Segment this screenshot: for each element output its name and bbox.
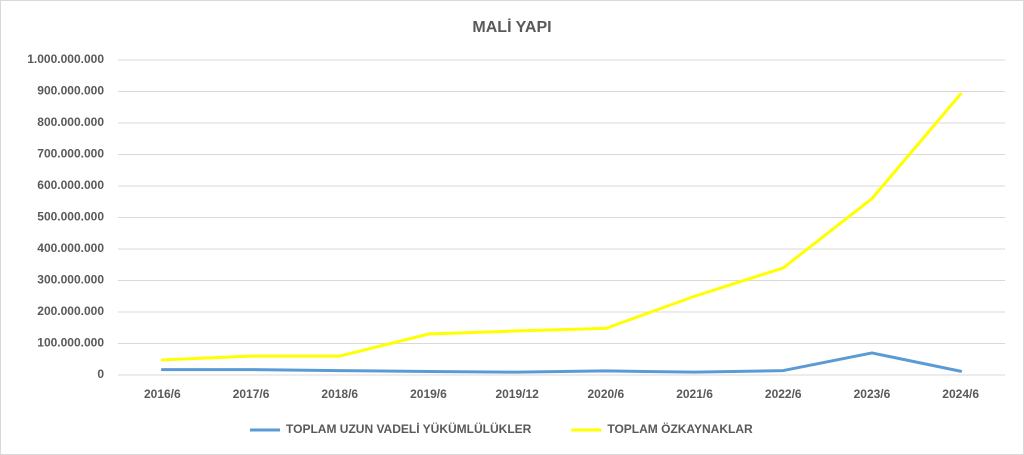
legend-label: TOPLAM UZUN VADELİ YÜKÜMLÜLÜKLER [286, 421, 532, 436]
y-tick-label: 400.000.000 [37, 241, 104, 255]
x-tick-label: 2017/6 [233, 387, 270, 401]
y-tick-label: 900.000.000 [37, 84, 104, 98]
y-tick-label: 100.000.000 [37, 336, 104, 350]
legend-label: TOPLAM ÖZKAYNAKLAR [607, 421, 753, 436]
y-tick-label: 800.000.000 [37, 115, 104, 129]
chart-title: MALİ YAPI [472, 18, 551, 36]
y-tick-label: 300.000.000 [37, 273, 104, 287]
x-tick-label: 2020/6 [587, 387, 624, 401]
y-tick-label: 700.000.000 [37, 147, 104, 161]
y-tick-label: 0 [97, 367, 104, 381]
x-tick-label: 2022/6 [765, 387, 802, 401]
y-tick-label: 200.000.000 [37, 304, 104, 318]
y-tick-label: 1.000.000.000 [27, 52, 104, 66]
y-tick-label: 600.000.000 [37, 178, 104, 192]
x-tick-label: 2024/6 [942, 387, 979, 401]
x-tick-label: 2019/12 [495, 387, 539, 401]
series-line [160, 351, 963, 374]
x-tick-label: 2023/6 [854, 387, 891, 401]
x-tick-label: 2016/6 [144, 387, 181, 401]
series-line [160, 92, 963, 362]
y-tick-label: 500.000.000 [37, 210, 104, 224]
x-tick-label: 2018/6 [321, 387, 358, 401]
x-tick-label: 2019/6 [410, 387, 447, 401]
x-tick-label: 2021/6 [676, 387, 713, 401]
